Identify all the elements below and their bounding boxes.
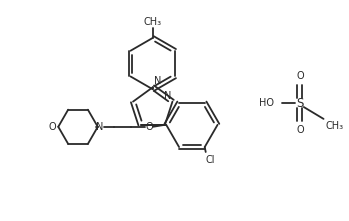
- Text: O: O: [49, 122, 56, 132]
- Text: CH₃: CH₃: [326, 121, 344, 131]
- Text: O: O: [145, 122, 153, 132]
- Text: HO: HO: [259, 98, 274, 108]
- Text: O: O: [296, 71, 304, 81]
- Text: N: N: [164, 91, 171, 101]
- Text: N: N: [154, 76, 161, 86]
- Text: S: S: [296, 97, 304, 110]
- Text: N: N: [96, 122, 103, 132]
- Text: O: O: [296, 125, 304, 135]
- Text: Cl: Cl: [206, 155, 215, 165]
- Text: CH₃: CH₃: [144, 17, 162, 27]
